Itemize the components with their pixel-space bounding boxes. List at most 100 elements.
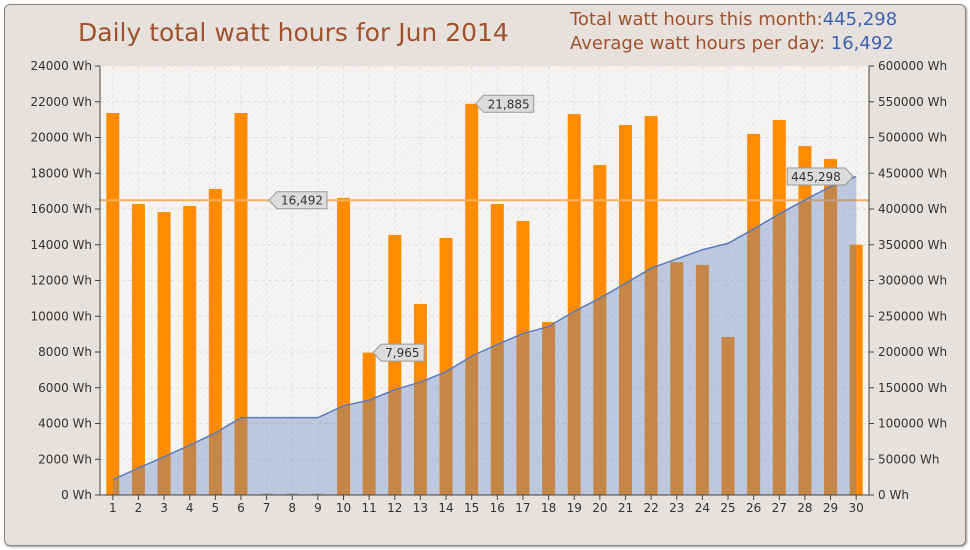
right-tick-label: 550000 Wh [878,95,947,109]
x-tick-label: 13 [413,501,428,515]
bar-day-18 [542,321,556,495]
x-tick-label: 18 [541,501,556,515]
total-summary: Total watt hours this month:445,298 [570,9,897,30]
average-value: 16,492 [830,33,894,54]
bar-day-14 [439,237,453,495]
left-tick-label: 16000 Wh [31,202,92,216]
left-tick-label: 2000 Wh [38,452,92,466]
value-callout: 21,885 [488,97,530,111]
right-tick-label: 0 Wh [878,488,909,502]
bar-day-28 [798,146,812,495]
right-tick-label: 150000 Wh [878,381,947,395]
bar-day-27 [772,119,786,496]
right-tick-label: 50000 Wh [878,452,939,466]
average-label: Average watt hours per day: [570,33,826,54]
x-tick-label: 30 [849,501,864,515]
total-callout-box [786,167,854,186]
right-tick-label: 500000 Wh [878,131,947,145]
left-tick-label: 24000 Wh [31,59,92,73]
left-tick-label: 18000 Wh [31,166,92,180]
x-tick-label: 24 [695,501,710,515]
x-tick-label: 21 [618,501,633,515]
value-callout-box [372,343,425,362]
x-tick-label: 7 [263,501,271,515]
bar-day-23 [670,262,684,495]
bar-day-5 [208,188,222,496]
x-tick-label: 8 [288,501,296,515]
bar-day-15 [465,103,479,495]
left-tick-label: 22000 Wh [31,95,92,109]
x-tick-label: 1 [109,501,117,515]
bar-day-24 [695,264,709,495]
x-tick-label: 29 [823,501,838,515]
bar-day-10 [337,197,351,496]
x-tick-label: 20 [592,501,607,515]
bar-day-16 [490,203,504,495]
right-tick-label: 450000 Wh [878,166,947,180]
bar-day-25 [721,336,735,495]
left-tick-label: 4000 Wh [38,417,92,431]
right-tick-label: 400000 Wh [878,202,947,216]
bar-day-21 [618,124,632,496]
bar-day-8 [285,493,299,495]
bar-day-2 [131,203,145,495]
x-tick-label: 12 [387,501,402,515]
left-tick-label: 6000 Wh [38,381,92,395]
x-tick-label: 15 [464,501,479,515]
x-tick-label: 17 [515,501,530,515]
bar-day-19 [567,114,581,496]
bar-day-4 [183,205,197,495]
bar-day-20 [593,165,607,495]
bar-day-17 [516,220,530,495]
bar-day-9 [311,493,325,495]
cumulative-area [112,176,857,495]
right-tick-label: 250000 Wh [878,309,947,323]
x-tick-label: 22 [643,501,658,515]
right-tick-label: 600000 Wh [878,59,947,73]
right-tick-label: 200000 Wh [878,345,947,359]
x-tick-label: 9 [314,501,322,515]
bar-day-30 [849,244,863,495]
chart-title: Daily total watt hours for Jun 2014 [78,18,509,47]
bar-day-26 [747,133,761,496]
value-callout-box [474,94,535,113]
x-tick-label: 16 [490,501,505,515]
x-tick-label: 11 [362,501,377,515]
x-tick-label: 6 [237,501,245,515]
bar-day-29 [824,158,838,495]
bar-day-7 [260,493,274,495]
left-tick-label: 14000 Wh [31,238,92,252]
left-tick-label: 10000 Wh [31,309,92,323]
right-tick-label: 300000 Wh [878,274,947,288]
x-tick-label: 10 [336,501,351,515]
cumulative-line [112,175,857,481]
bar-day-22 [644,116,658,496]
x-tick-label: 23 [669,501,684,515]
value-callout: 7,965 [385,346,419,360]
x-tick-label: 4 [186,501,194,515]
average-summary: Average watt hours per day: 16,492 [570,33,894,54]
x-tick-label: 25 [720,501,735,515]
right-tick-label: 350000 Wh [878,238,947,252]
left-tick-label: 12000 Wh [31,274,92,288]
average-callout: 16,492 [281,194,323,208]
total-label: Total watt hours this month: [570,9,823,30]
average-callout-box [268,191,328,210]
x-tick-label: 19 [567,501,582,515]
total-value: 445,298 [822,9,898,30]
bar-day-12 [388,234,402,495]
x-tick-label: 26 [746,501,761,515]
total-callout: 445,298 [791,170,841,184]
x-tick-label: 2 [135,501,143,515]
right-tick-label: 100000 Wh [878,417,947,431]
x-tick-label: 14 [438,501,453,515]
left-tick-label: 20000 Wh [31,131,92,145]
bar-day-6 [234,113,248,495]
x-tick-label: 3 [160,501,168,515]
left-tick-label: 0 Wh [61,488,92,502]
bar-day-1 [106,113,120,495]
x-tick-label: 27 [772,501,787,515]
x-tick-label: 5 [212,501,220,515]
bar-day-11 [362,352,376,495]
